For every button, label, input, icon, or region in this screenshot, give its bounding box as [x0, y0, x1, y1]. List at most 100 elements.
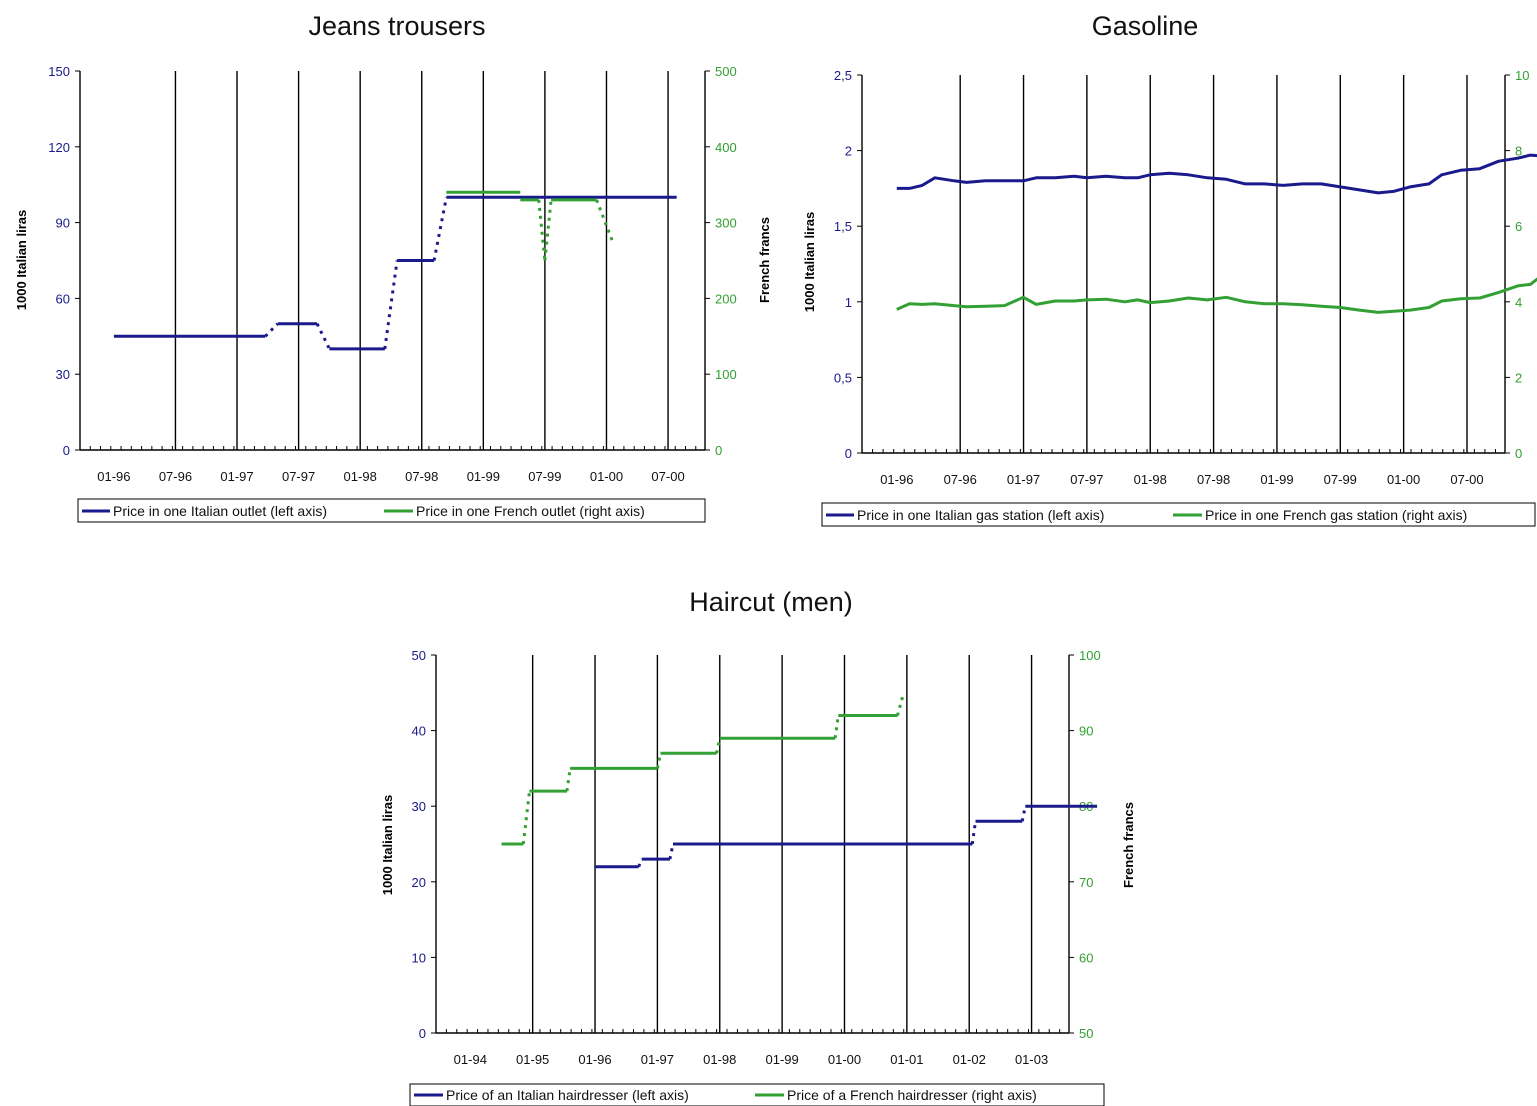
- x-tick-label: 01-98: [1134, 472, 1167, 487]
- y-tick-label: 0: [845, 446, 852, 461]
- y-tick-label: 90: [56, 216, 70, 231]
- x-tick-label: 07-97: [282, 469, 315, 484]
- plot-area: 01-94 01-95 01-96 01-97 01-98 01-99 01-00 01-01…: [412, 648, 1101, 1067]
- series-french-transition: [543, 199, 553, 261]
- series-italian-transition: [264, 322, 279, 338]
- y-tick-label: 0,5: [834, 370, 852, 385]
- legend: Price in one Italian gas station (left a…: [821, 502, 1536, 527]
- plot-area: 01-96 07-96 01-97 07-97 01-98 07-98 01-99 07-99…: [48, 64, 736, 484]
- y2-tick-label: 200: [715, 291, 737, 306]
- legend-label-italian: Price of an Italian hairdresser (left ax…: [446, 1087, 689, 1103]
- y2-tick-label: 100: [715, 367, 737, 382]
- series-french-transition: [715, 737, 722, 754]
- y-tick-label: 1: [845, 295, 852, 310]
- x-tick-label: 07-00: [651, 469, 684, 484]
- series-italian-transition: [315, 323, 331, 350]
- left-axis-label: 1000 Italian liras: [14, 210, 29, 310]
- y2-tick-label: 400: [715, 140, 737, 155]
- series-french-transition: [521, 790, 531, 845]
- x-tick-label: 01-98: [344, 469, 377, 484]
- legend-label-italian: Price in one Italian gas station (left a…: [857, 507, 1104, 523]
- series-italian-transition: [383, 260, 399, 350]
- series-italian-transition: [970, 821, 977, 845]
- y-tick-label: 1,5: [834, 219, 852, 234]
- x-tick-label: 01-94: [454, 1052, 487, 1067]
- chart-title: Jeans trousers: [308, 11, 485, 41]
- y2-tick-label: 2: [1515, 370, 1522, 385]
- x-tick-label: 01-03: [1015, 1052, 1048, 1067]
- y2-tick-label: 50: [1079, 1026, 1093, 1041]
- y-tick-label: 30: [56, 367, 70, 382]
- x-tick-label: 07-98: [1197, 472, 1230, 487]
- series-french-transition: [833, 715, 840, 739]
- chart-haircut: Haircut (men) 1000 Italian liras French …: [380, 587, 1136, 1106]
- left-axis-label: 1000 Italian liras: [380, 795, 395, 895]
- x-tick-label: 01-99: [765, 1052, 798, 1067]
- right-axis-label: French francs: [1121, 802, 1136, 888]
- legend-label-french: Price in one French gas station (right a…: [1205, 507, 1467, 523]
- series-italian-transition: [1020, 805, 1027, 822]
- x-tick-label: 01-97: [220, 469, 253, 484]
- y-tick-label: 60: [56, 291, 70, 306]
- legend: Price in one Italian outlet (left axis) …: [77, 498, 706, 523]
- right-axis-label: French francs: [757, 217, 772, 303]
- x-tick-label: 07-96: [944, 472, 977, 487]
- x-tick-label: 01-99: [1260, 472, 1293, 487]
- x-tick-label: 07-00: [1450, 472, 1483, 487]
- y2-tick-label: 8: [1515, 144, 1522, 159]
- y2-tick-label: 60: [1079, 950, 1093, 965]
- y-tick-label: 40: [412, 724, 426, 739]
- y-tick-label: 120: [48, 140, 70, 155]
- y-tick-label: 2,5: [834, 68, 852, 83]
- x-tick-label: 01-96: [97, 469, 130, 484]
- x-tick-label: 07-98: [405, 469, 438, 484]
- y2-tick-label: 0: [715, 443, 722, 458]
- x-tick-label: 01-96: [578, 1052, 611, 1067]
- y2-tick-label: 90: [1079, 724, 1093, 739]
- x-tick-label: 07-97: [1070, 472, 1103, 487]
- plot-area: 01-96 07-96 01-97 07-97 01-98 07-98 01-99 07-99…: [834, 68, 1537, 487]
- y2-tick-label: 0: [1515, 446, 1522, 461]
- left-axis-label: 1000 Italian liras: [802, 212, 817, 312]
- y-tick-label: 10: [412, 950, 426, 965]
- y-tick-label: 30: [412, 799, 426, 814]
- y-tick-label: 2: [845, 144, 852, 159]
- series-italian-line: [896, 153, 1537, 195]
- series-italian-transition: [637, 858, 644, 868]
- y-tick-label: 0: [63, 443, 70, 458]
- y-tick-label: 150: [48, 64, 70, 79]
- legend: Price of an Italian hairdresser (left ax…: [409, 1083, 1105, 1106]
- x-tick-label: 01-00: [1387, 472, 1420, 487]
- x-tick-label: 01-97: [1007, 472, 1040, 487]
- x-tick-label: 01-00: [828, 1052, 861, 1067]
- y2-tick-label: 4: [1515, 295, 1522, 310]
- x-tick-label: 01-95: [516, 1052, 549, 1067]
- legend-label-french: Price of a French hairdresser (right axi…: [787, 1087, 1037, 1103]
- x-tick-label: 01-02: [953, 1052, 986, 1067]
- x-tick-label: 07-99: [528, 469, 561, 484]
- legend-label-french: Price in one French outlet (right axis): [416, 503, 645, 519]
- x-tick-label: 01-98: [703, 1052, 736, 1067]
- x-tick-label: 07-99: [1324, 472, 1357, 487]
- y2-tick-label: 10: [1515, 68, 1529, 83]
- x-tick-label: 01-01: [890, 1052, 923, 1067]
- chart-gasoline: Gasoline 1000 Italian liras 01-96 07-96 01…: [802, 11, 1537, 527]
- series-italian-transition: [432, 197, 448, 261]
- y2-tick-label: 6: [1515, 219, 1522, 234]
- x-tick-label: 01-00: [590, 469, 623, 484]
- series-french-transition: [655, 752, 662, 769]
- y2-tick-label: 70: [1079, 875, 1093, 890]
- y2-tick-label: 300: [715, 216, 737, 231]
- series-french-transition: [896, 692, 906, 716]
- x-tick-label: 07-96: [159, 469, 192, 484]
- legend-label-italian: Price in one Italian outlet (left axis): [113, 503, 327, 519]
- chart-jeans: Jeans trousers 1000 Italian liras French…: [14, 11, 772, 523]
- series-french-line: [896, 277, 1537, 314]
- x-tick-label: 01-96: [880, 472, 913, 487]
- series-french-transition: [565, 768, 572, 792]
- series-italian-transition: [668, 843, 675, 860]
- y-tick-label: 50: [412, 648, 426, 663]
- series-french-transition: [595, 199, 614, 243]
- chart-title: Haircut (men): [689, 587, 853, 617]
